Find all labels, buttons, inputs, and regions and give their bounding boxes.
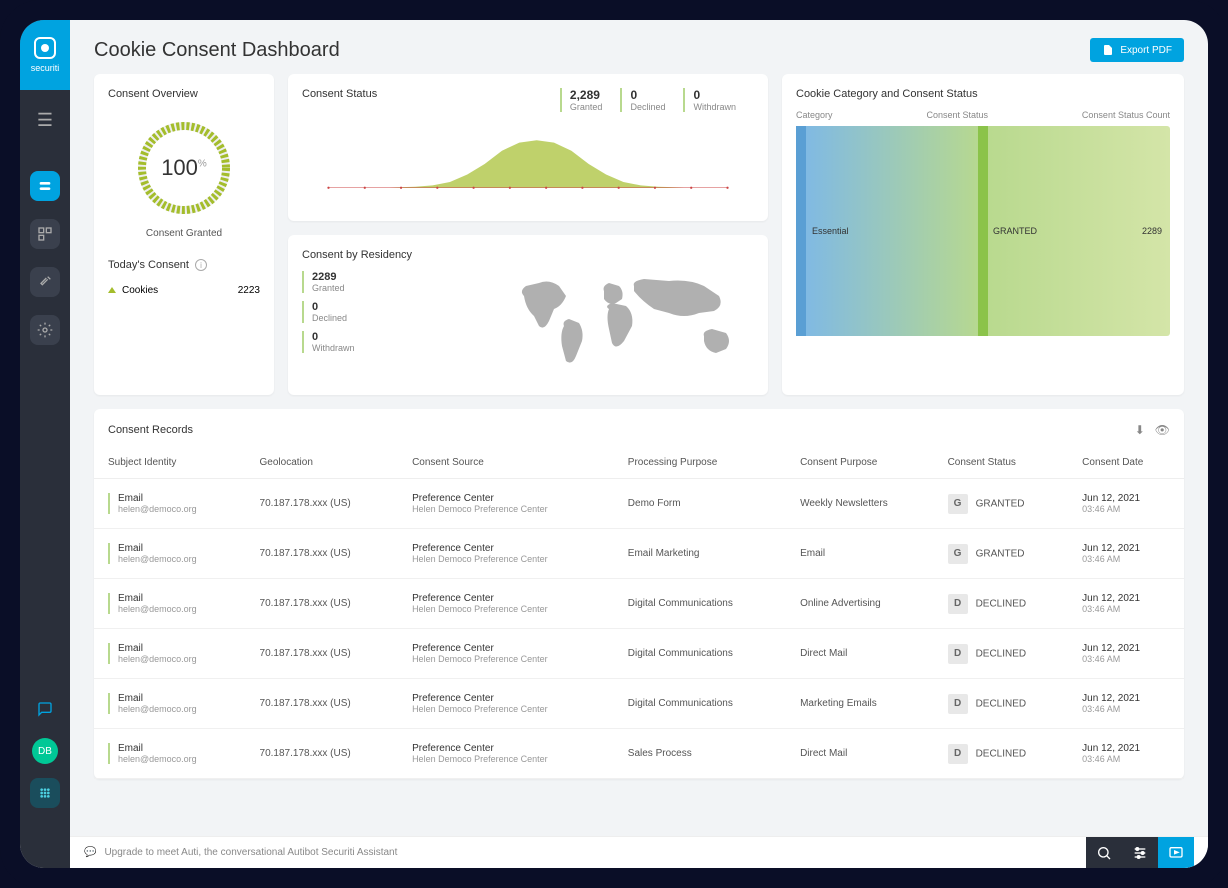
sankey-right-value: 2289 [1142,226,1162,236]
overview-title: Consent Overview [108,88,260,100]
status-stat: 0Withdrawn [683,88,754,112]
todays-consent-title: Today's Consent [108,259,189,271]
residency-stats: 2289Granted 0Declined 0Withdrawn [302,271,355,353]
status-title: Consent Status [302,88,377,102]
table-header[interactable]: Geolocation [252,447,405,479]
search-icon[interactable] [1086,837,1122,869]
table-row[interactable]: Emailhelen@democo.org 70.187.178.xxx (US… [94,629,1184,679]
export-label: Export PDF [1120,45,1172,56]
consent-records-card: Consent Records ⬇ 👁 Subject IdentityGeol… [94,409,1184,779]
user-avatar[interactable]: DB [32,738,58,764]
table-header[interactable]: Consent Purpose [792,447,939,479]
table-row[interactable]: Emailhelen@democo.org 70.187.178.xxx (US… [94,529,1184,579]
residency-title: Consent by Residency [302,249,754,261]
menu-toggle-icon[interactable]: ☰ [37,110,53,131]
consent-status-chart [302,126,754,202]
info-icon[interactable]: i [195,259,207,271]
sankey-chart: Essential GRANTED 2289 [796,126,1170,336]
residency-stat: 0Declined [302,301,355,323]
filter-icon[interactable] [1122,837,1158,869]
brand-name: securiti [31,63,60,73]
nav-dashboard-icon[interactable] [30,219,60,249]
download-icon[interactable]: ⬇ [1135,423,1145,437]
table-row[interactable]: Emailhelen@democo.org 70.187.178.xxx (US… [94,729,1184,779]
status-stats: 2,289Granted0Declined0Withdrawn [560,88,754,112]
sidebar: securiti ☰ DB [20,20,70,868]
cat-col-status: Consent Status [926,110,988,120]
status-stat: 2,289Granted [560,88,621,112]
today-item-label: Cookies [122,285,158,296]
residency-stat: 2289Granted [302,271,355,293]
table-header[interactable]: Consent Date [1074,447,1184,479]
cookie-category-card: Cookie Category and Consent Status Categ… [782,74,1184,395]
nav-tools-icon[interactable] [30,267,60,297]
records-table: Subject IdentityGeolocationConsent Sourc… [94,447,1184,779]
status-stat: 0Declined [620,88,683,112]
table-header[interactable]: Subject Identity [94,447,252,479]
sankey-left-label: Essential [812,226,849,236]
table-header[interactable]: Processing Purpose [620,447,792,479]
export-pdf-button[interactable]: Export PDF [1090,38,1184,62]
consent-gauge: 100% [134,118,234,218]
residency-stat: 0Withdrawn [302,331,355,353]
apps-icon[interactable] [30,778,60,808]
table-row[interactable]: Emailhelen@democo.org 70.187.178.xxx (US… [94,679,1184,729]
chat-bubble-icon[interactable]: 💬 [84,847,96,858]
table-row[interactable]: Emailhelen@democo.org 70.187.178.xxx (US… [94,579,1184,629]
category-title: Cookie Category and Consent Status [796,88,1170,100]
table-row[interactable]: Emailhelen@democo.org 70.187.178.xxx (US… [94,479,1184,529]
sankey-mid-label: GRANTED [993,226,1037,236]
pdf-icon [1102,44,1114,56]
footer-text: Upgrade to meet Auti, the conversational… [104,847,397,858]
cat-col-count: Consent Status Count [1082,110,1170,120]
brand-logo[interactable]: securiti [20,20,70,90]
today-cookies-row: Cookies 2223 [108,281,260,300]
gauge-percent: 100 [161,155,198,180]
play-icon[interactable] [1158,837,1194,869]
records-title: Consent Records [108,424,193,436]
gauge-label: Consent Granted [108,228,260,239]
chat-icon[interactable] [30,694,60,724]
nav-consent-icon[interactable] [30,171,60,201]
consent-status-card: Consent Status 2,289Granted0Declined0Wit… [288,74,768,221]
footer-bar: 💬 Upgrade to meet Auti, the conversation… [70,836,1208,868]
consent-overview-card: Consent Overview 100% Consent Granted To… [94,74,274,395]
world-map [504,271,754,381]
logo-icon [34,37,56,59]
cat-col-category: Category [796,110,833,120]
trend-up-icon [108,287,116,293]
table-header[interactable]: Consent Source [404,447,620,479]
page-title: Cookie Consent Dashboard [94,39,340,62]
table-header[interactable]: Consent Status [940,447,1075,479]
today-item-value: 2223 [238,285,260,296]
nav-settings-icon[interactable] [30,315,60,345]
visibility-icon[interactable]: 👁 [1155,423,1170,437]
consent-residency-card: Consent by Residency 2289Granted 0Decline… [288,235,768,395]
